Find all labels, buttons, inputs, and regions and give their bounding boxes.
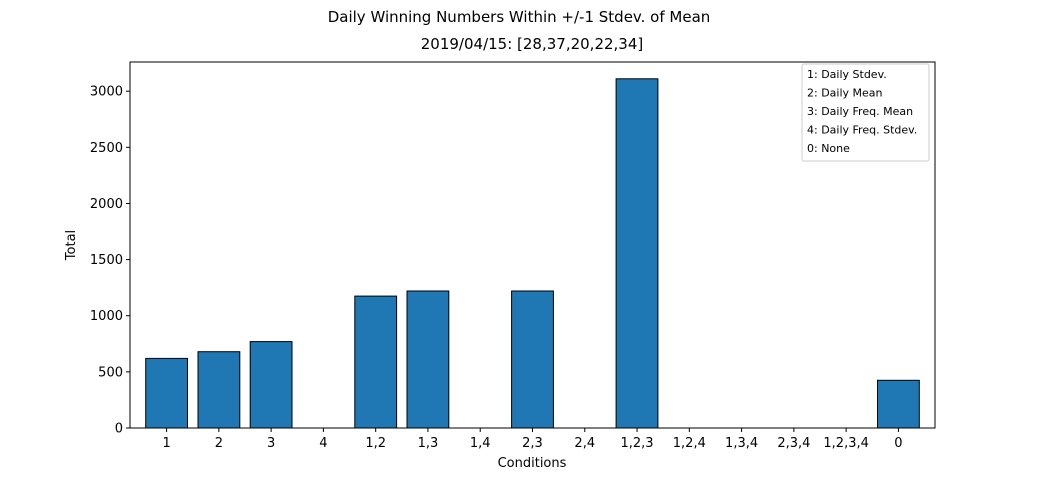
y-tick-label: 2000 bbox=[90, 197, 123, 212]
bar-1 bbox=[145, 357, 188, 429]
bar-1-2 bbox=[354, 295, 398, 429]
y-tick-label: 1500 bbox=[90, 253, 123, 268]
y-axis-label: Total bbox=[64, 230, 79, 261]
x-tick-label: 2,3,4 bbox=[777, 436, 810, 451]
x-tick-label: 1,2,4 bbox=[673, 436, 706, 451]
legend-entry: 0: None bbox=[807, 142, 850, 155]
x-tick-label: 2 bbox=[215, 436, 223, 451]
x-axis-label: Conditions bbox=[498, 456, 567, 471]
legend-entry: 4: Daily Freq. Stdev. bbox=[807, 124, 917, 137]
y-tick-label: 2500 bbox=[90, 141, 123, 156]
x-tick-label: 1 bbox=[162, 436, 170, 451]
x-tick-label: 3 bbox=[267, 436, 275, 451]
y-tick-label: 1000 bbox=[90, 309, 123, 324]
chart-suptitle: Daily Winning Numbers Within +/-1 Stdev.… bbox=[328, 8, 711, 26]
legend-box bbox=[801, 63, 930, 162]
legend: 1: Daily Stdev. 2: Daily Mean 3: Daily Fre… bbox=[801, 63, 930, 162]
chart-title: 2019/04/15: [28,37,20,22,34] bbox=[421, 35, 644, 53]
x-tick-label: 1,3,4 bbox=[725, 436, 758, 451]
x-tick-label: 1,2,3,4 bbox=[823, 436, 868, 451]
x-tick-label: 1,2,3 bbox=[621, 436, 654, 451]
legend-entry: 3: Daily Freq. Mean bbox=[807, 105, 913, 118]
x-tick-label: 1,2 bbox=[365, 436, 386, 451]
bars-group bbox=[145, 78, 920, 429]
x-tick-label: 0 bbox=[894, 436, 902, 451]
legend-entry: 2: Daily Mean bbox=[807, 87, 883, 100]
x-tick-label: 4 bbox=[319, 436, 327, 451]
bar-2 bbox=[197, 351, 241, 429]
bar-1-2-3 bbox=[615, 78, 659, 429]
bar-1-3 bbox=[406, 290, 450, 429]
y-tick-label: 500 bbox=[98, 365, 123, 380]
x-tick-label: 1,4 bbox=[470, 436, 491, 451]
y-axis: 0 500 1000 1500 2000 2500 3000 bbox=[90, 85, 130, 437]
x-axis: 1 2 3 4 1,2 1,3 1,4 2,3 2,4 1,2,3 1,2,4 1,3,4 2,3,4 1… bbox=[162, 428, 903, 451]
y-tick-label: 0 bbox=[115, 422, 123, 437]
bar-2-3 bbox=[511, 290, 554, 429]
y-tick-label: 3000 bbox=[90, 85, 123, 100]
bar-3 bbox=[249, 341, 293, 429]
bar-0 bbox=[877, 379, 920, 429]
x-tick-label: 2,4 bbox=[574, 436, 595, 451]
legend-entry: 1: Daily Stdev. bbox=[807, 68, 887, 81]
x-tick-label: 1,3 bbox=[418, 436, 439, 451]
x-tick-label: 2,3 bbox=[522, 436, 543, 451]
